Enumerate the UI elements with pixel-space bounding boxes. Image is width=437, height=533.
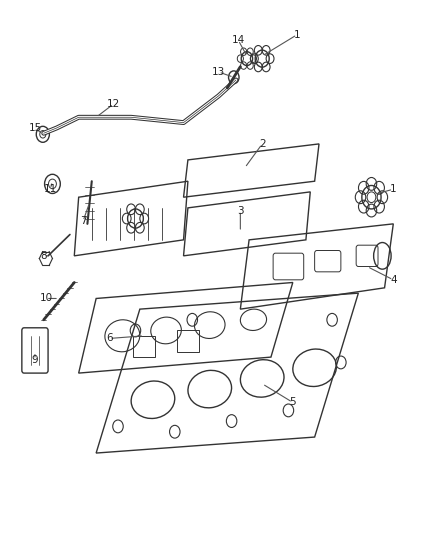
Text: 12: 12 bbox=[107, 99, 120, 109]
Text: 9: 9 bbox=[31, 355, 38, 365]
Text: 6: 6 bbox=[106, 334, 113, 343]
Bar bbox=[177, 330, 199, 352]
Bar bbox=[133, 336, 155, 357]
Text: 1: 1 bbox=[390, 184, 397, 194]
Text: 3: 3 bbox=[237, 206, 244, 215]
Text: 10: 10 bbox=[39, 294, 52, 303]
Text: 8: 8 bbox=[40, 251, 47, 261]
Text: 5: 5 bbox=[289, 398, 296, 407]
Text: 4: 4 bbox=[390, 275, 397, 285]
Text: 11: 11 bbox=[44, 184, 57, 194]
Text: 15: 15 bbox=[28, 123, 42, 133]
Text: 13: 13 bbox=[212, 67, 225, 77]
Text: 1: 1 bbox=[294, 30, 301, 39]
Text: 2: 2 bbox=[259, 139, 266, 149]
Text: 14: 14 bbox=[232, 35, 245, 45]
Text: 7: 7 bbox=[80, 216, 87, 226]
